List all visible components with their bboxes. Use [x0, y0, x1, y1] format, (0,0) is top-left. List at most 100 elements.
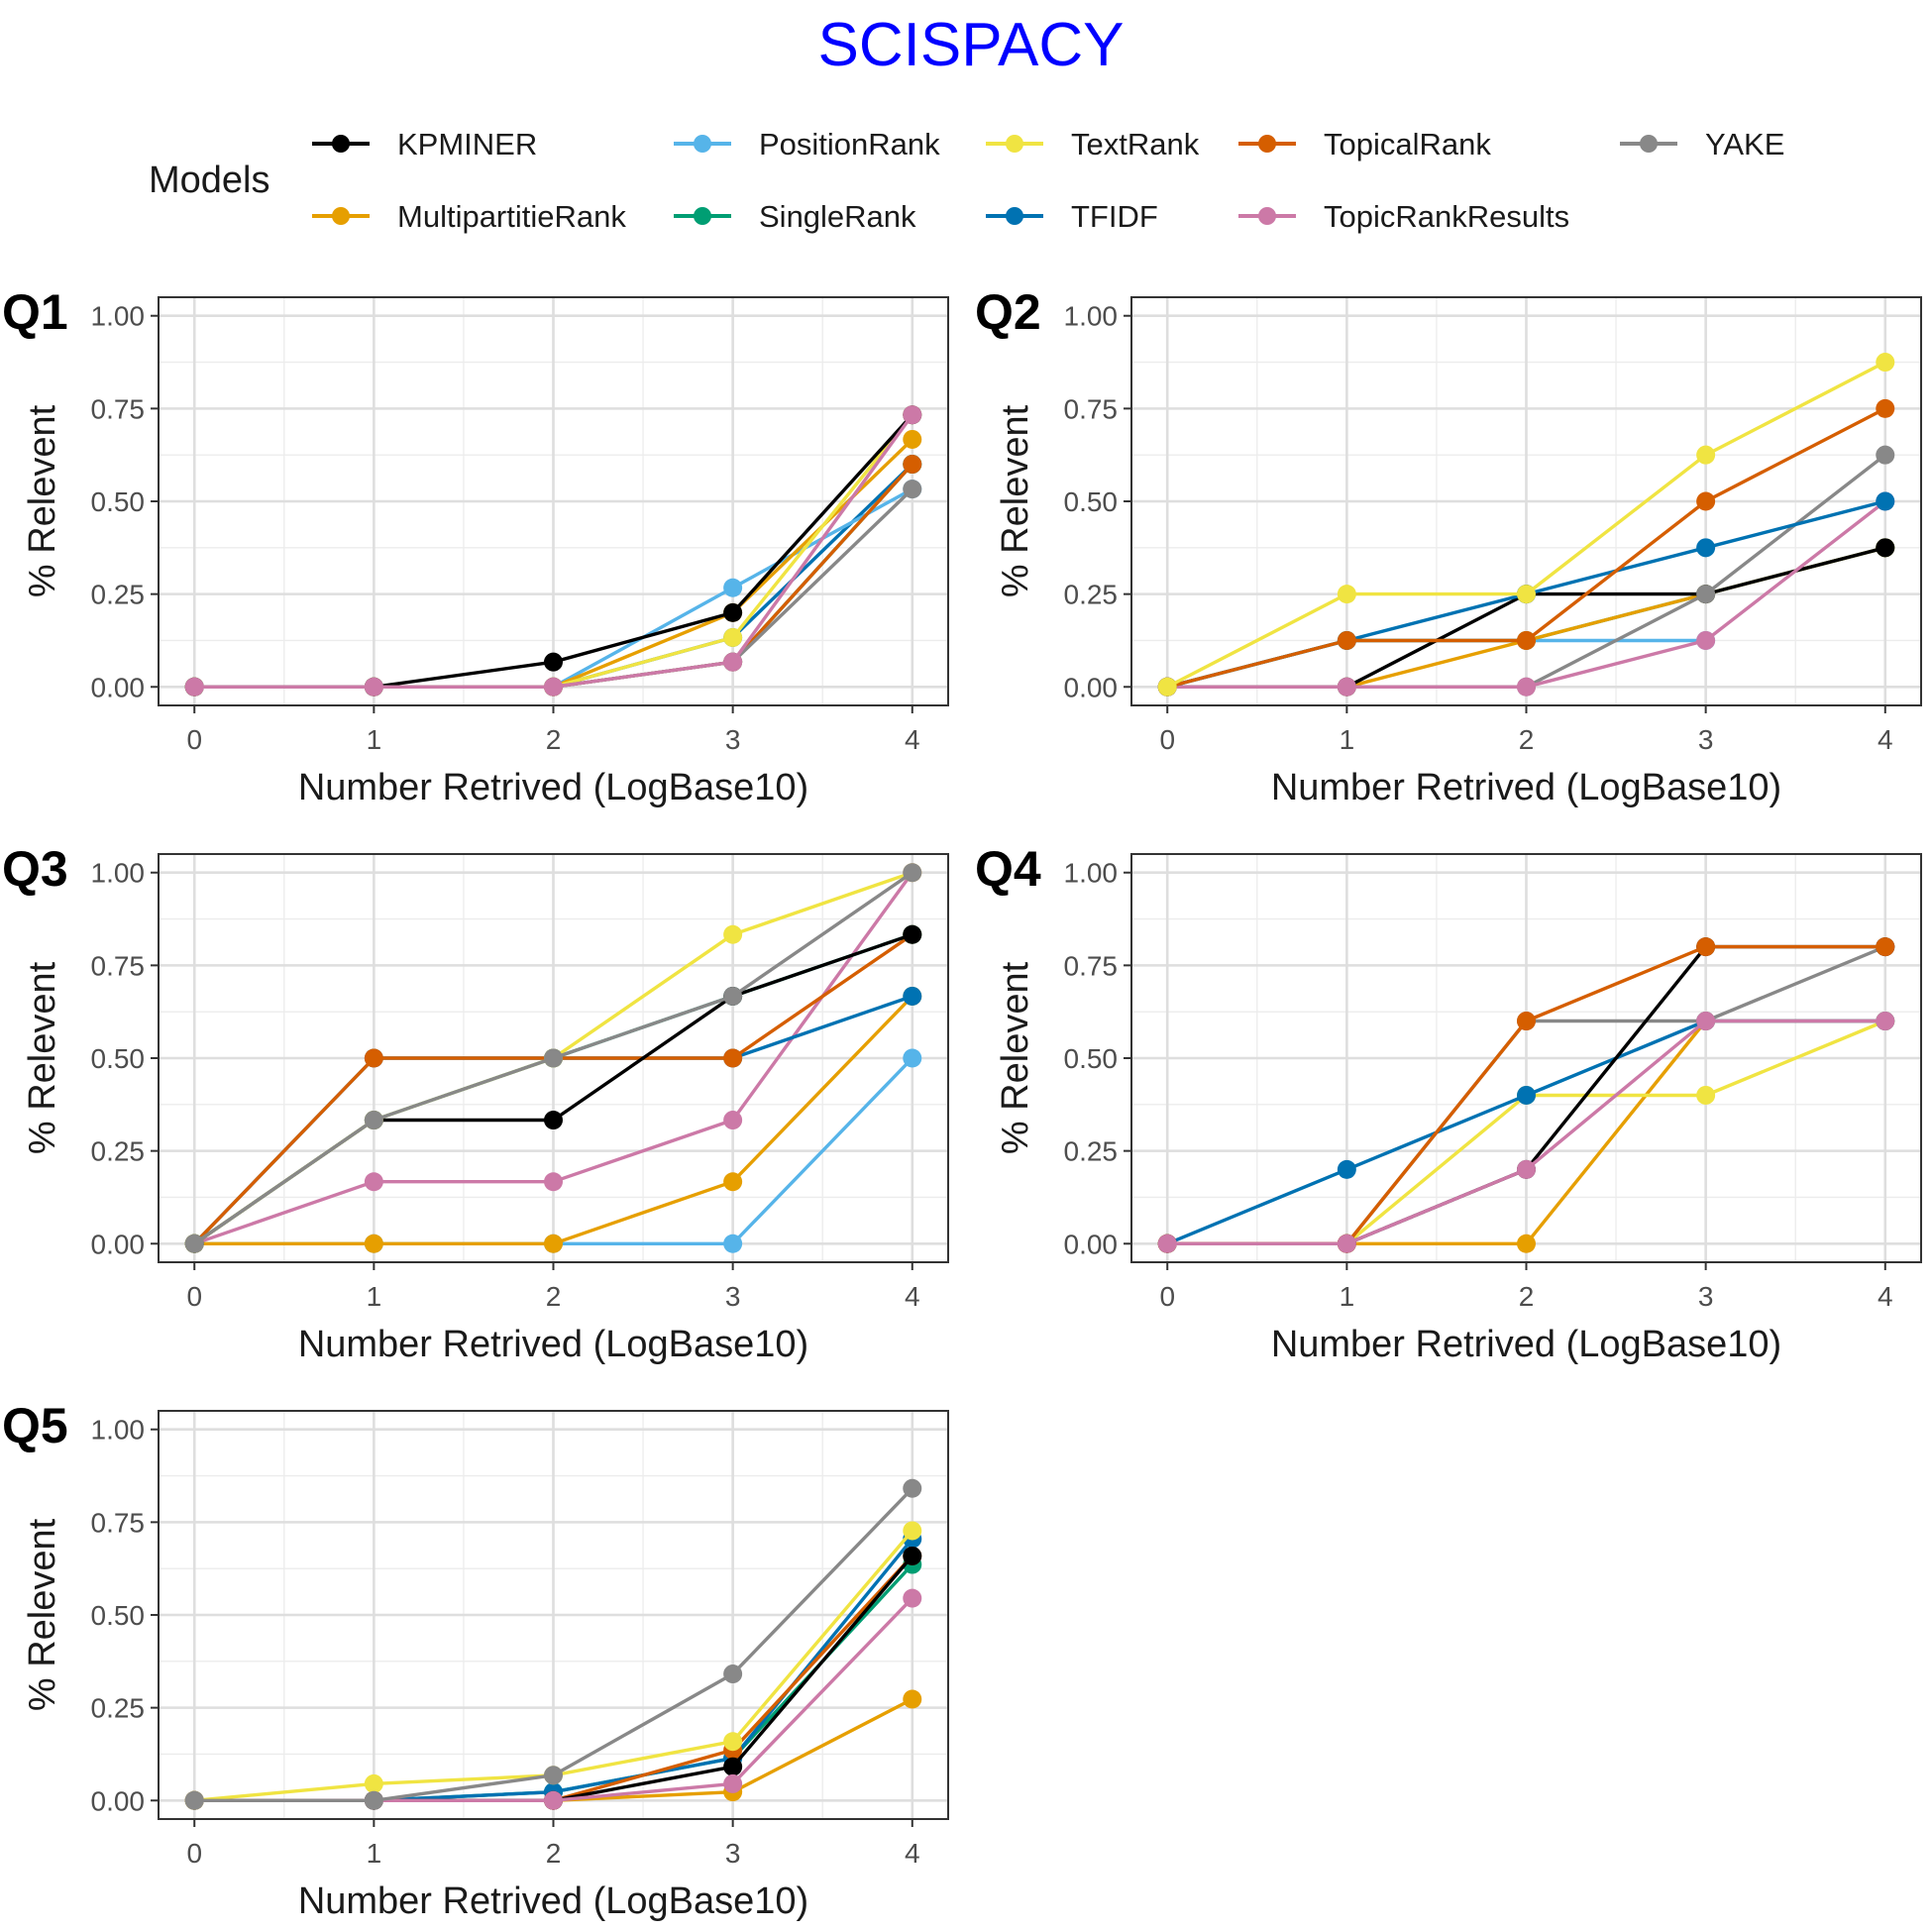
data-point-textrank: [903, 1521, 922, 1541]
y-tick-label: 1.00: [91, 858, 146, 889]
y-axis-title: % Relevent: [995, 404, 1036, 597]
panel-q2: 0.00 0.25 0.50 0.75 1.00 0 1 2 3 4 Number Retrived…: [975, 284, 1922, 808]
data-point-topicrankresults: [903, 405, 922, 425]
legend-item-textrank: TextRank: [986, 127, 1200, 161]
data-point-kpminer: [723, 1757, 743, 1776]
data-point-topicrankresults: [184, 677, 204, 697]
panel-label: Q3: [2, 841, 68, 897]
y-tick-label: 0.75: [1064, 393, 1119, 424]
legend-label: TextRank: [1071, 127, 1200, 161]
x-tick-label: 4: [905, 724, 920, 755]
y-tick-label: 0.50: [1064, 486, 1119, 517]
data-point-positionrank: [903, 1048, 922, 1068]
legend-label: YAKE: [1705, 127, 1784, 161]
panel-label: Q1: [2, 284, 68, 340]
data-point-topicrankresults: [544, 677, 563, 697]
data-point-multipartitierank: [723, 1172, 743, 1192]
x-tick-label: 1: [1340, 1281, 1355, 1312]
data-point-kpminer: [903, 1546, 922, 1565]
legend-key-point: [694, 207, 711, 225]
data-point-topicrankresults: [1337, 1234, 1356, 1253]
y-tick-label: 0.25: [91, 1693, 146, 1724]
panel-label: Q5: [2, 1398, 68, 1453]
x-tick-label: 1: [367, 724, 382, 755]
y-tick-label: 0.75: [1064, 950, 1119, 981]
x-axis-title: Number Retrived (LogBase10): [298, 767, 808, 808]
x-tick-label: 0: [1159, 724, 1175, 755]
data-point-topicrankresults: [1517, 677, 1536, 697]
data-point-multipartitierank: [903, 429, 922, 449]
data-point-textrank: [723, 627, 743, 647]
y-axis-title: % Relevent: [22, 404, 63, 597]
data-point-textrank: [1876, 353, 1895, 373]
data-point-yake: [723, 1664, 743, 1684]
legend-title: Models: [149, 160, 270, 201]
y-tick-label: 0.25: [91, 1136, 146, 1167]
y-axis-title: % Relevent: [22, 961, 63, 1154]
y-tick-label: 0.00: [91, 1785, 146, 1816]
data-point-kpminer: [544, 1111, 563, 1130]
y-tick-label: 0.00: [1064, 672, 1119, 702]
x-tick-label: 1: [367, 1281, 382, 1312]
data-point-tfidf: [1876, 491, 1895, 511]
panel-label: Q4: [975, 841, 1041, 897]
data-point-yake: [184, 1790, 204, 1810]
data-point-topicalrank: [1876, 398, 1895, 418]
legend-label: MultipartitieRank: [397, 199, 626, 234]
legend-item-tfidf: TFIDF: [986, 199, 1158, 234]
legend-key-point: [1258, 135, 1276, 153]
data-point-topicrankresults: [1517, 1159, 1536, 1179]
x-axis-title: Number Retrived (LogBase10): [298, 1880, 808, 1922]
x-tick-label: 3: [1698, 1281, 1714, 1312]
x-tick-label: 4: [1878, 1281, 1893, 1312]
data-point-textrank: [1517, 585, 1536, 604]
panel-q3: 0.00 0.25 0.50 0.75 1.00 0 1 2 3 4 Number Retrived…: [2, 841, 949, 1365]
legend-label: TFIDF: [1071, 199, 1158, 234]
data-point-yake: [184, 1234, 204, 1253]
legend-key-point: [694, 135, 711, 153]
y-tick-label: 0.50: [1064, 1043, 1119, 1074]
y-tick-label: 1.00: [91, 1415, 146, 1446]
data-point-topicalrank: [1517, 1012, 1536, 1031]
legend: Models KPMINER MultipartitieRank PositionR…: [149, 127, 1784, 234]
x-tick-label: 0: [186, 1281, 202, 1312]
y-tick-label: 0.75: [91, 1507, 146, 1538]
data-point-multipartitierank: [544, 1234, 563, 1253]
panel-q5: 0.00 0.25 0.50 0.75 1.00 0 1 2 3 4 Number Retrived…: [2, 1398, 949, 1922]
data-point-textrank: [1696, 1085, 1716, 1105]
panels: 0.00 0.25 0.50 0.75 1.00 0 1 2 3 4 Number Retrived…: [2, 284, 1922, 1922]
data-point-yake: [1696, 585, 1716, 604]
data-point-topicalrank: [1337, 630, 1356, 650]
data-point-kpminer: [723, 602, 743, 622]
data-point-tfidf: [903, 986, 922, 1006]
legend-label: SingleRank: [759, 199, 916, 234]
x-tick-label: 3: [725, 724, 741, 755]
data-point-kpminer: [903, 924, 922, 944]
data-point-topicrankresults: [723, 1773, 743, 1793]
x-axis-title: Number Retrived (LogBase10): [1271, 1324, 1781, 1365]
data-point-textrank: [364, 1773, 383, 1793]
x-tick-label: 2: [546, 724, 562, 755]
series-textrank: [1157, 353, 1895, 697]
legend-key-point: [1006, 207, 1023, 225]
data-point-tfidf: [1337, 1159, 1356, 1179]
data-point-multipartitierank: [903, 1689, 922, 1709]
legend-key-point: [332, 207, 350, 225]
data-point-yake: [903, 480, 922, 499]
x-axis-title: Number Retrived (LogBase10): [1271, 767, 1781, 808]
y-tick-label: 1.00: [91, 301, 146, 332]
legend-key-point: [1006, 135, 1023, 153]
data-point-yake: [544, 1048, 563, 1068]
x-tick-label: 3: [725, 1281, 741, 1312]
y-axis-title: % Relevent: [995, 961, 1036, 1154]
x-tick-label: 2: [546, 1838, 562, 1869]
data-point-textrank: [1157, 677, 1177, 697]
legend-item-singlerank: SingleRank: [674, 199, 916, 234]
y-tick-label: 0.75: [91, 950, 146, 981]
x-tick-label: 3: [725, 1838, 741, 1869]
data-point-topicalrank: [1696, 491, 1716, 511]
y-tick-label: 0.25: [91, 580, 146, 610]
panel-q1: 0.00 0.25 0.50 0.75 1.00 0 1 2 3 4 Number Retrived…: [2, 284, 949, 808]
data-point-topicrankresults: [544, 1790, 563, 1810]
